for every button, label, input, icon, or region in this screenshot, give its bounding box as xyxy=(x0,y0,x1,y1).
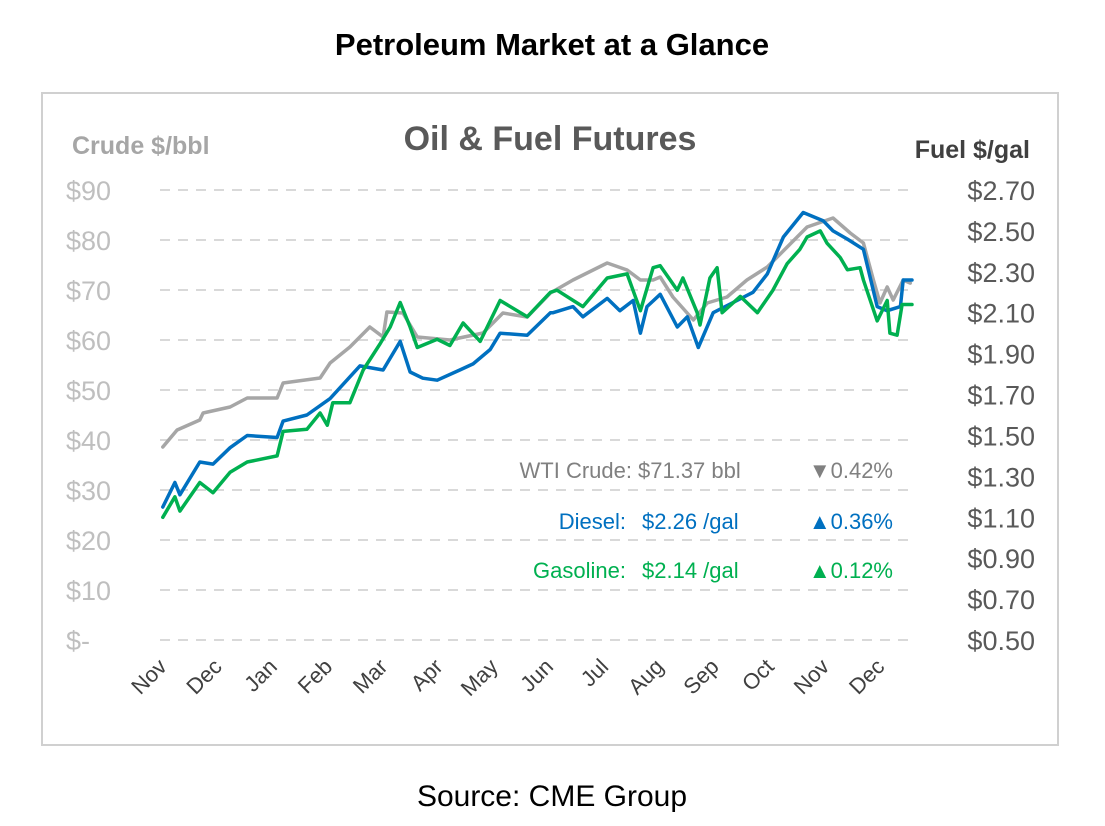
y-right-tick-label: $1.50 xyxy=(967,421,1035,451)
y-left-tick-label: $70 xyxy=(66,276,111,306)
series-lines xyxy=(161,210,914,520)
y-left-tick-label: $80 xyxy=(66,226,111,256)
y-left-tick-label: $40 xyxy=(66,426,111,456)
legend-wti-change: ▼0.42% xyxy=(809,458,893,483)
y-left-tick-label: $90 xyxy=(66,176,111,206)
y-right-tick-label: $1.90 xyxy=(967,340,1035,370)
y-right-tick-label: $2.30 xyxy=(967,258,1035,288)
y-left-tick-label: $20 xyxy=(66,526,111,556)
y-right-tick-label: $0.70 xyxy=(967,585,1035,615)
y-right-tick-label: $1.70 xyxy=(967,381,1035,411)
source-note: Source: CME Group xyxy=(417,780,687,813)
chart-frame xyxy=(41,92,1059,746)
y-left-tick-label: $50 xyxy=(66,376,111,406)
series-line-gasoline xyxy=(161,229,914,520)
y-axis-right-label: Fuel $/gal xyxy=(915,136,1030,164)
legend-diesel-value: $2.26 /gal xyxy=(642,509,739,534)
legend-wti-label: WTI Crude: xyxy=(520,458,632,483)
legend-gasoline-value: $2.14 /gal xyxy=(642,558,739,583)
legend-gasoline-label: Gasoline: xyxy=(533,558,626,583)
legend-gasoline-change: ▲0.12% xyxy=(809,558,893,583)
y-right-tick-label: $2.70 xyxy=(967,176,1035,206)
legend-diesel-label: Diesel: xyxy=(559,509,626,534)
y-axis-left-label: Crude $/bbl xyxy=(72,132,210,160)
y-left-tick-label: $- xyxy=(66,626,90,656)
legend-wti-value: $71.37 bbl xyxy=(638,458,741,483)
y-right-tick-label: $2.10 xyxy=(967,299,1035,329)
legend-diesel-change: ▲0.36% xyxy=(809,509,893,534)
y-right-tick-label: $1.30 xyxy=(967,462,1035,492)
y-left-tick-label: $60 xyxy=(66,326,111,356)
y-right-tick-label: $2.50 xyxy=(967,217,1035,247)
y-left-tick-label: $10 xyxy=(66,576,111,606)
series-line-wti-crude xyxy=(161,216,913,449)
y-right-tick-label: $0.90 xyxy=(967,544,1035,574)
y-right-tick-label: $1.10 xyxy=(967,503,1035,533)
y-left-tick-label: $30 xyxy=(66,476,111,506)
series-line-diesel xyxy=(161,210,914,509)
chart-title: Oil & Fuel Futures xyxy=(404,120,697,158)
y-right-tick-label: $0.50 xyxy=(967,626,1035,656)
legend: WTI Crude: $71.37 bbl ▼0.42% Diesel: $2.… xyxy=(520,458,893,583)
page-title: Petroleum Market at a Glance xyxy=(335,27,769,62)
